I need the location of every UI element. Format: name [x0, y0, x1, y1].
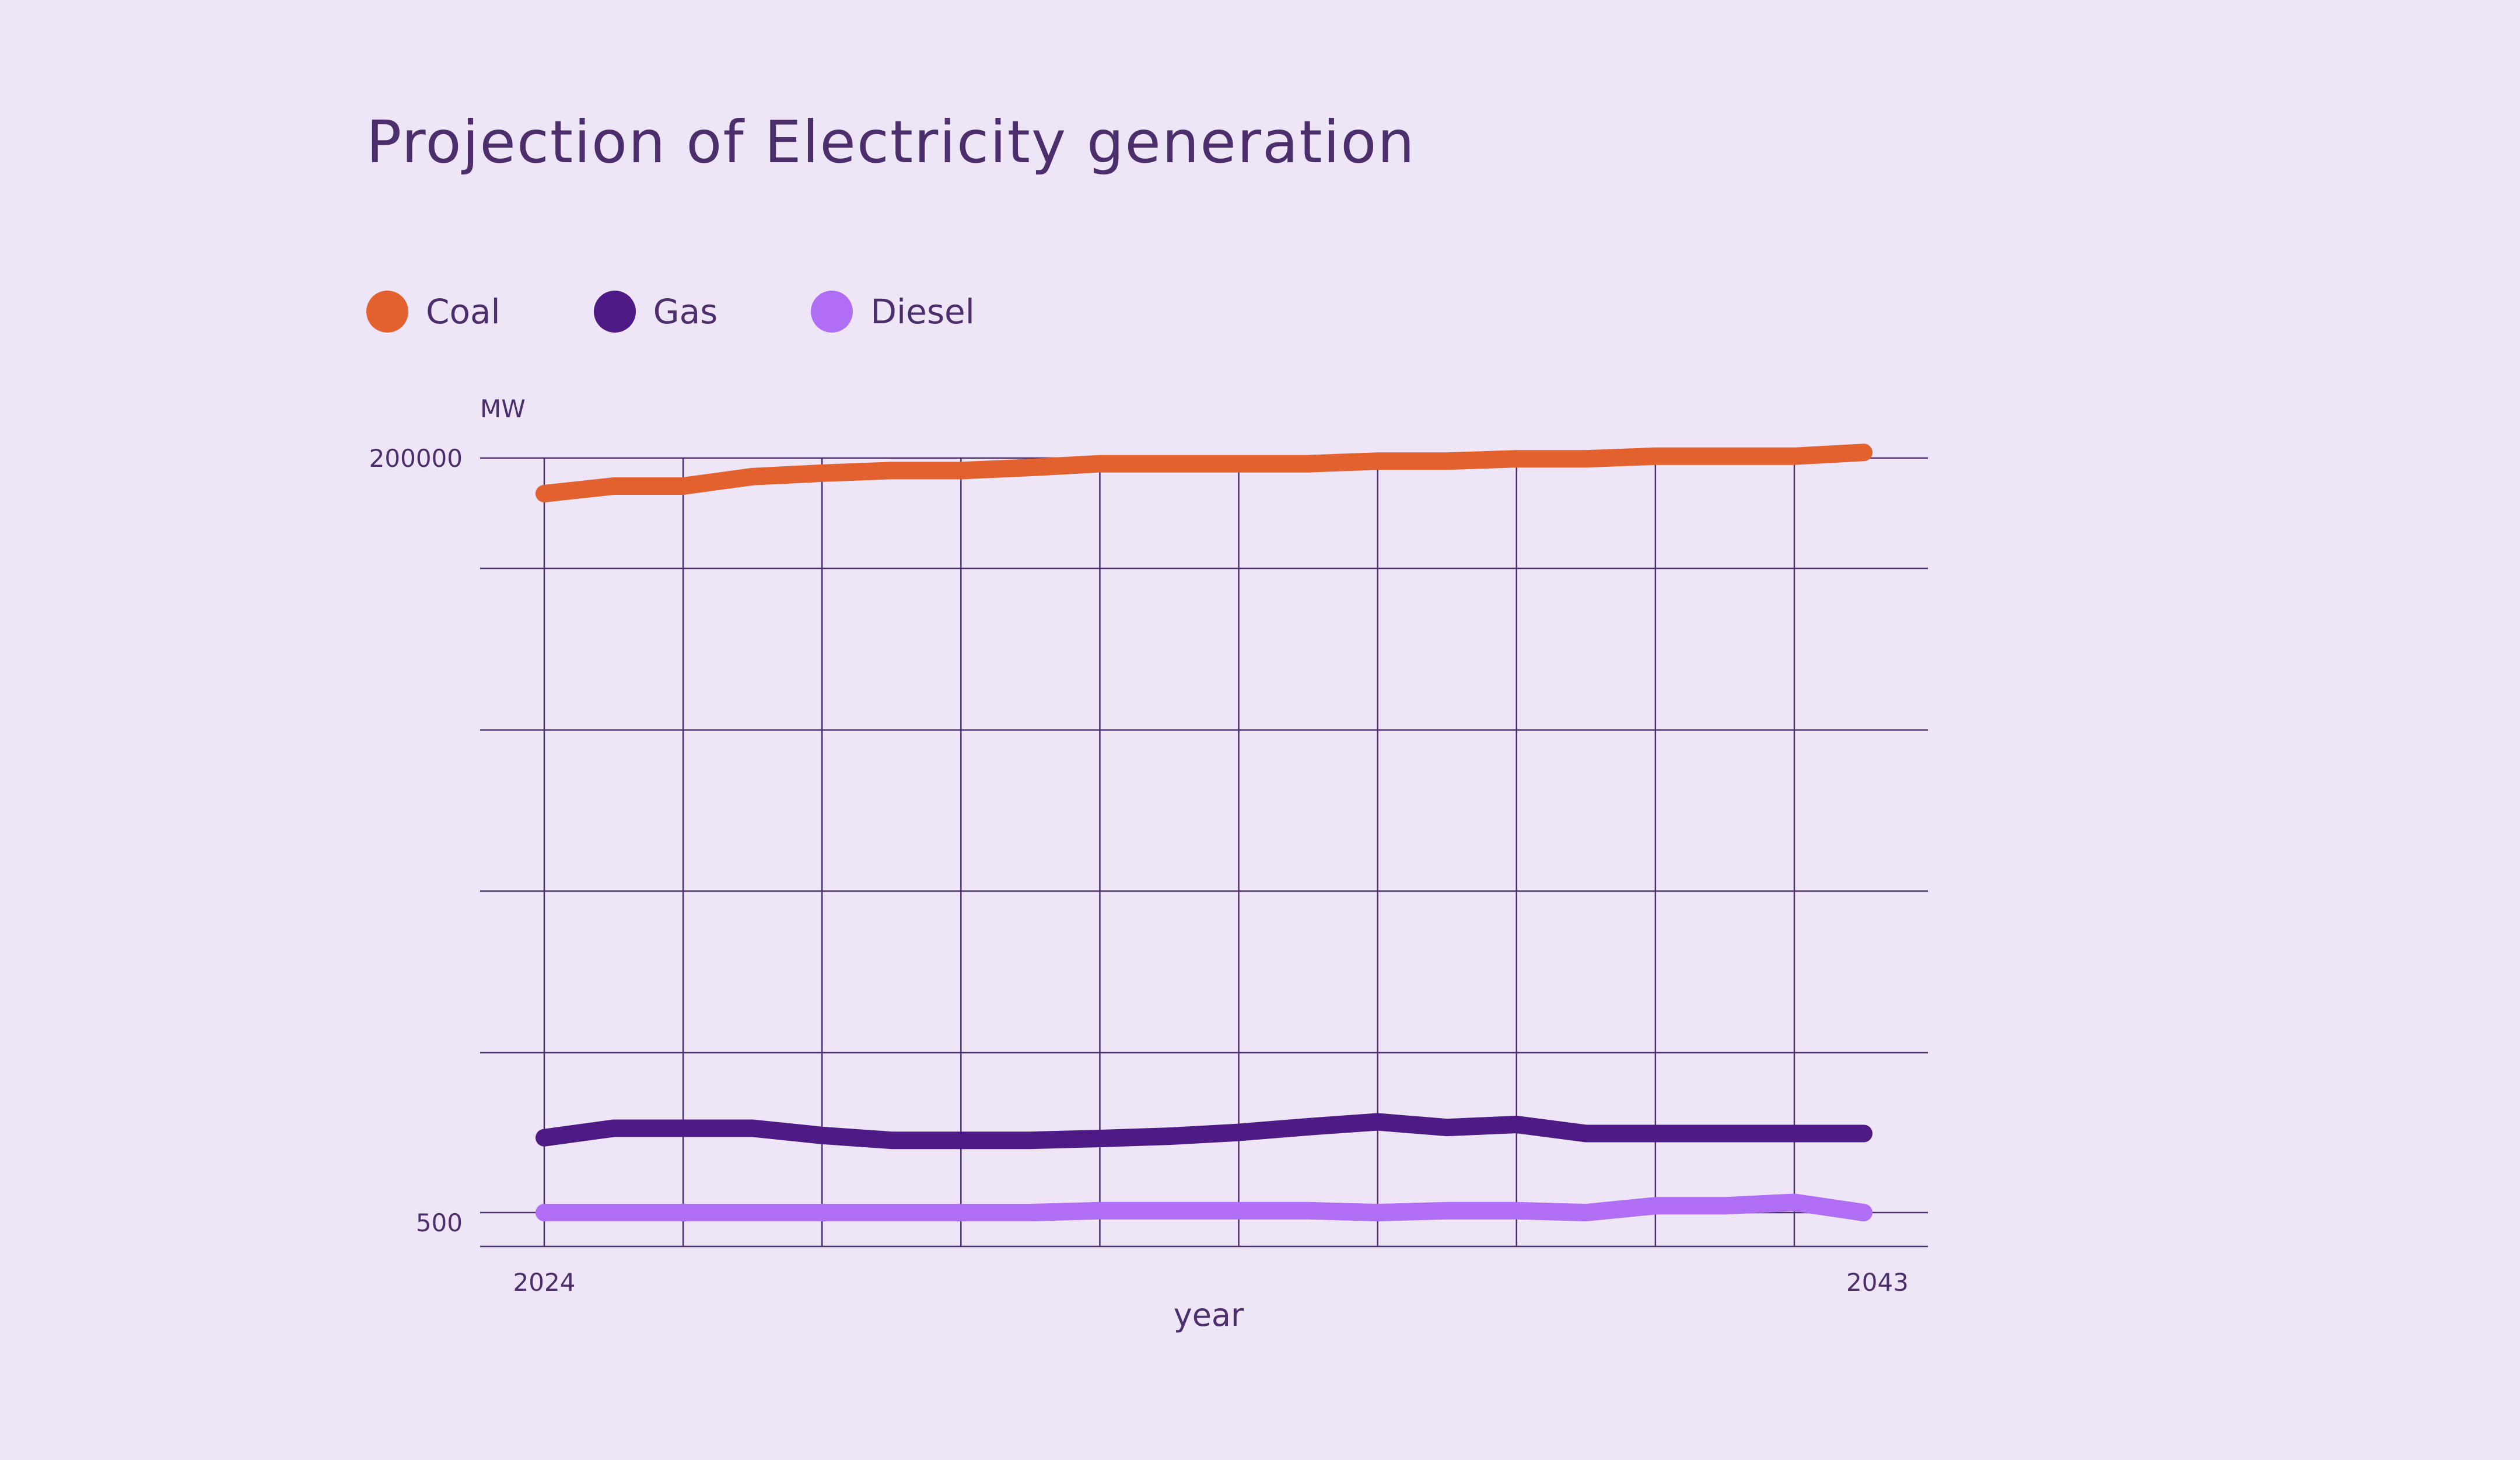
legend-swatch-coal [366, 291, 408, 333]
series-line-coal [536, 443, 1873, 502]
legend-swatch-diesel [811, 291, 853, 333]
legend-swatch-gas [593, 291, 636, 333]
y-axis-label: MW [480, 394, 526, 423]
x-tick-label-last: 2043 [1846, 1268, 1909, 1297]
legend-label-diesel: Diesel [870, 292, 975, 331]
legend-item-coal: Coal [366, 291, 501, 333]
legend: Coal Gas Diesel [366, 291, 1068, 333]
y-tick-label-top: 200000 [369, 444, 463, 473]
legend-item-diesel: Diesel [811, 291, 975, 333]
legend-label-coal: Coal [426, 292, 501, 331]
y-tick-label-bottom: 500 [416, 1208, 463, 1237]
series-line-diesel [536, 1193, 1873, 1221]
x-tick-label-first: 2024 [513, 1268, 576, 1297]
legend-item-gas: Gas [593, 291, 718, 333]
x-axis-label: year [1174, 1297, 1244, 1333]
series-line-gas [536, 1113, 1873, 1150]
legend-label-gas: Gas [653, 292, 718, 331]
page-title: Projection of Electricity generation [366, 108, 1416, 176]
